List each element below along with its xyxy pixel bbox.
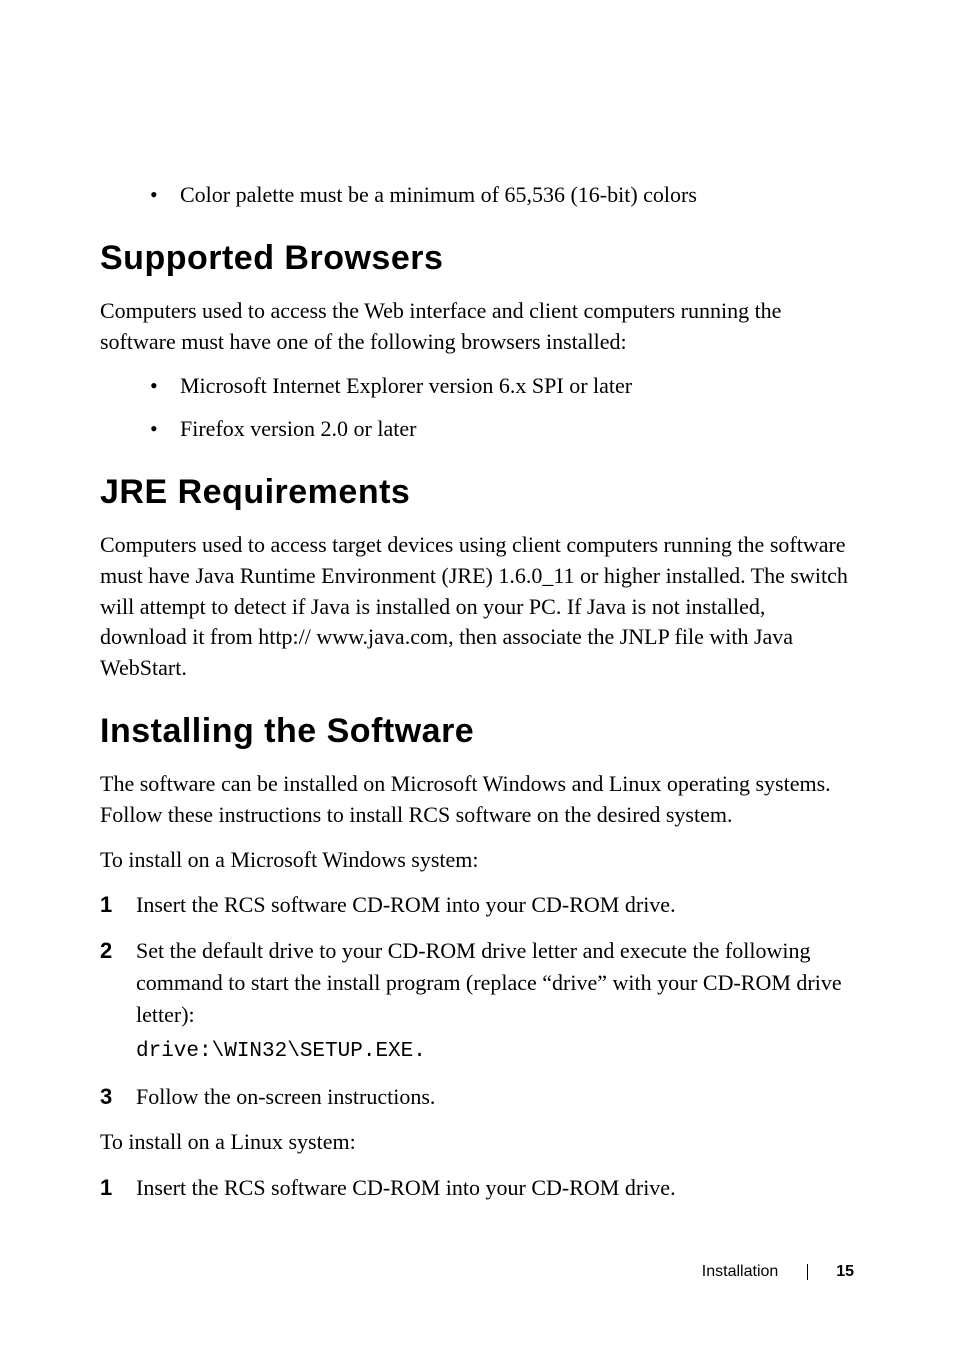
footer-separator [807, 1264, 808, 1280]
list-item: Firefox version 2.0 or later [100, 414, 854, 445]
step-text: Insert the RCS software CD-ROM into your… [136, 892, 676, 917]
page-footer: Installation 15 [702, 1263, 854, 1281]
list-item: 2 Set the default drive to your CD-ROM d… [100, 935, 854, 1067]
step-text: Set the default drive to your CD-ROM dri… [136, 938, 842, 1027]
list-item: Color palette must be a minimum of 65,53… [100, 180, 854, 211]
windows-install-label: To install on a Microsoft Windows system… [100, 845, 854, 876]
installing-intro: The software can be installed on Microso… [100, 769, 854, 831]
footer-section-name: Installation [702, 1263, 779, 1280]
code-line: drive:\WIN32\SETUP.EXE. [136, 1037, 854, 1067]
list-item: 3 Follow the on-screen instructions. [100, 1081, 854, 1113]
installing-software-heading: Installing the Software [100, 712, 854, 751]
step-text: Follow the on-screen instructions. [136, 1084, 435, 1109]
step-number: 2 [100, 935, 112, 967]
list-item: 1 Insert the RCS software CD-ROM into yo… [100, 889, 854, 921]
step-number: 1 [100, 889, 112, 921]
step-number: 1 [100, 1172, 112, 1204]
supported-browsers-intro: Computers used to access the Web interfa… [100, 296, 854, 358]
step-text: Insert the RCS software CD-ROM into your… [136, 1175, 676, 1200]
list-item: 1 Insert the RCS software CD-ROM into yo… [100, 1172, 854, 1204]
linux-install-label: To install on a Linux system: [100, 1127, 854, 1158]
list-item: Microsoft Internet Explorer version 6.x … [100, 371, 854, 402]
browsers-bullet-list: Microsoft Internet Explorer version 6.x … [100, 371, 854, 445]
windows-steps-list: 1 Insert the RCS software CD-ROM into yo… [100, 889, 854, 1113]
footer-page-number: 15 [836, 1263, 854, 1280]
supported-browsers-heading: Supported Browsers [100, 239, 854, 278]
jre-requirements-heading: JRE Requirements [100, 473, 854, 512]
linux-steps-list: 1 Insert the RCS software CD-ROM into yo… [100, 1172, 854, 1204]
step-number: 3 [100, 1081, 112, 1113]
top-bullet-list: Color palette must be a minimum of 65,53… [100, 180, 854, 211]
jre-body: Computers used to access target devices … [100, 530, 854, 684]
